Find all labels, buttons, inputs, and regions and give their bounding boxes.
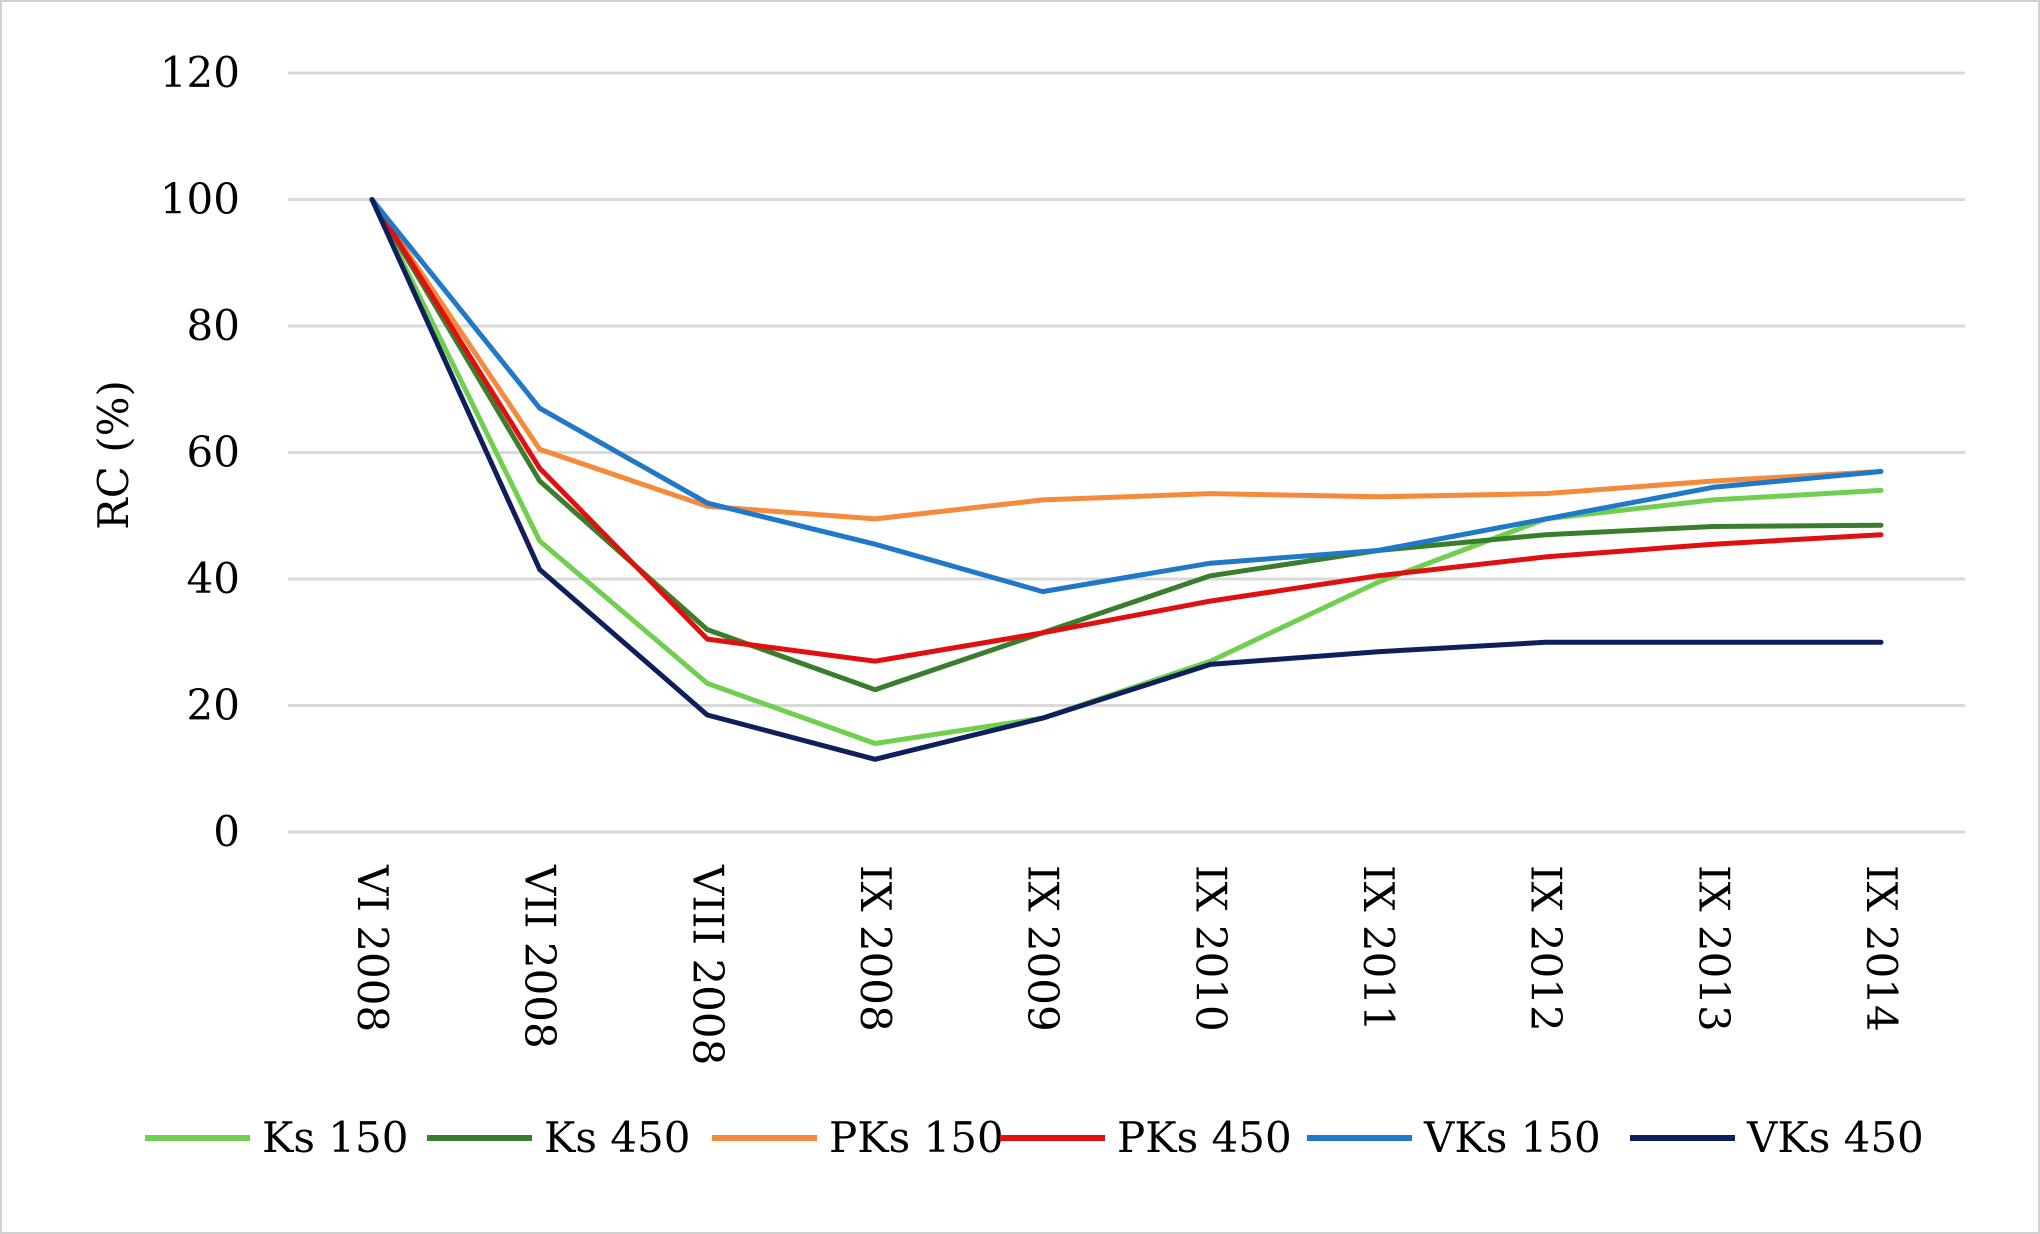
x-tick-label: VII 2008 xyxy=(516,864,565,1049)
x-tick-label: VI 2008 xyxy=(348,864,397,1032)
legend: Ks 150 Ks 450 PKs 150 PKs 450 VKs 150 VKs 450 xyxy=(145,1113,1924,1162)
x-tick-label: IX 2009 xyxy=(1019,865,1068,1032)
y-tick-label: 100 xyxy=(160,175,240,224)
x-tick-label: IX 2014 xyxy=(1857,865,1906,1032)
y-tick-label: 80 xyxy=(187,301,240,350)
series-lines xyxy=(369,197,1884,762)
x-tick-label: IX 2010 xyxy=(1186,865,1235,1032)
y-tick-labels: 0 20 40 60 80 100 120 xyxy=(160,48,240,856)
y-tick-label: 60 xyxy=(187,428,240,477)
x-tick-label: VIII 2008 xyxy=(683,864,732,1065)
gridlines xyxy=(288,71,1965,834)
series-line-vks-450 xyxy=(369,197,1884,762)
x-tick-label: IX 2011 xyxy=(1354,865,1403,1032)
y-axis-title: RC (%) xyxy=(89,380,138,530)
x-tick-labels: VI 2008 VII 2008 VIII 2008 IX 2008 IX 2009 IX… xyxy=(348,864,1906,1065)
x-tick-label: IX 2013 xyxy=(1689,865,1738,1032)
legend-label: Ks 150 xyxy=(262,1113,408,1162)
series-line-pks-450 xyxy=(369,197,1884,664)
y-tick-label: 120 xyxy=(160,48,240,97)
x-tick-label: IX 2012 xyxy=(1522,865,1571,1032)
legend-label: VKs 150 xyxy=(1423,1113,1601,1162)
y-tick-label: 0 xyxy=(213,807,240,856)
legend-label: VKs 450 xyxy=(1746,1113,1924,1162)
legend-label: PKs 150 xyxy=(829,1113,1004,1162)
y-tick-label: 20 xyxy=(187,681,240,730)
y-tick-label: 40 xyxy=(187,554,240,603)
series-line-vks-150 xyxy=(369,197,1884,595)
x-tick-label: IX 2008 xyxy=(851,865,900,1032)
series-line-pks-150 xyxy=(369,197,1884,522)
legend-label: PKs 450 xyxy=(1117,1113,1292,1162)
legend-label: Ks 450 xyxy=(544,1113,690,1162)
